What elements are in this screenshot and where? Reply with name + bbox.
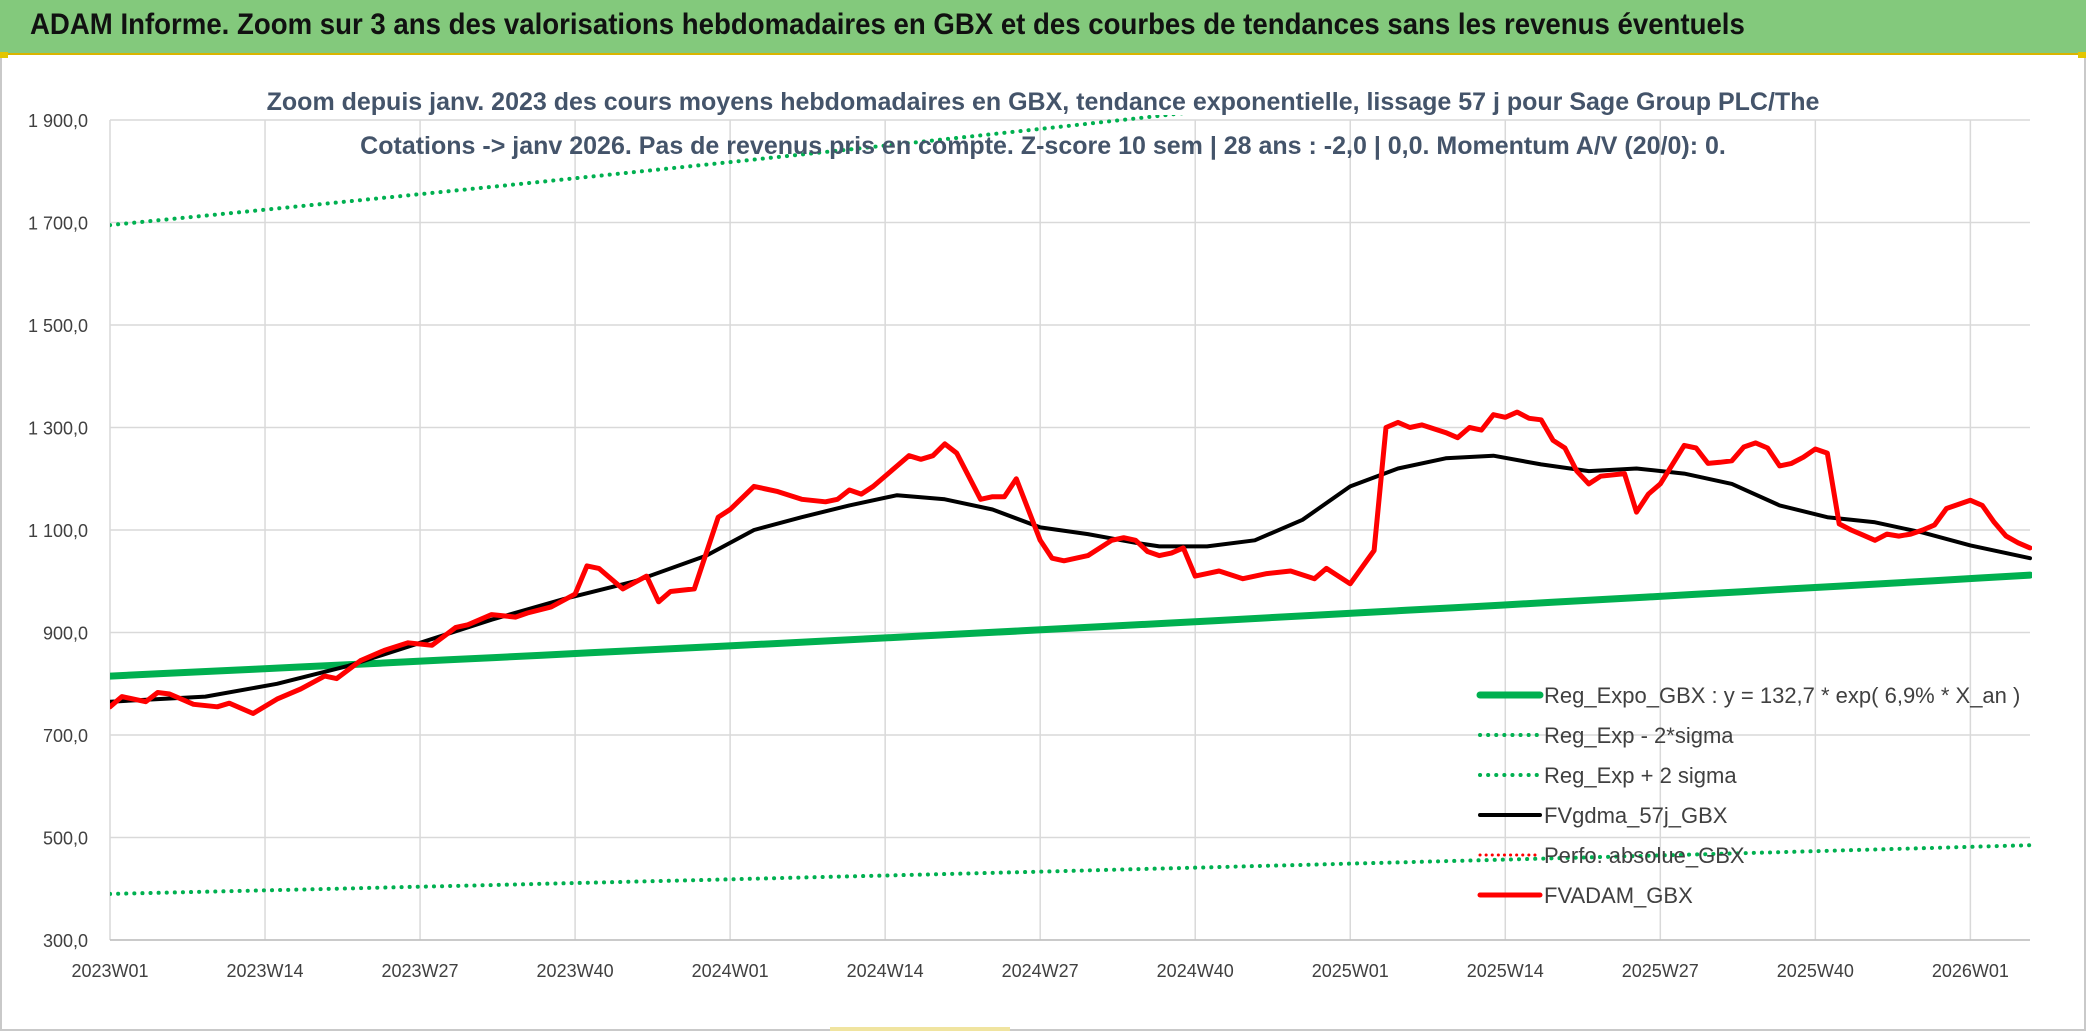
report-header: ADAM Informe. Zoom sur 3 ans des valoris… bbox=[0, 0, 2086, 55]
x-tick-label: 2024W27 bbox=[1002, 961, 1079, 981]
header-accent-left bbox=[0, 52, 8, 58]
x-tick-label: 2026W01 bbox=[1932, 961, 2009, 981]
x-tick-label: 2024W14 bbox=[847, 961, 924, 981]
y-tick-label: 1 700,0 bbox=[28, 214, 88, 234]
y-tick-label: 500,0 bbox=[43, 829, 88, 849]
report-title: ADAM Informe. Zoom sur 3 ans des valoris… bbox=[30, 8, 1745, 41]
y-tick-label: 1 500,0 bbox=[28, 316, 88, 336]
y-tick-label: 1 300,0 bbox=[28, 419, 88, 439]
x-tick-label: 2023W40 bbox=[537, 961, 614, 981]
x-tick-label: 2025W27 bbox=[1622, 961, 1699, 981]
legend-label: Reg_Expo_GBX : y = 132,7 * exp( 6,9% * X… bbox=[1544, 683, 2020, 708]
legend-label: Perfo. absolue_GBX bbox=[1544, 843, 1745, 868]
y-axis: 300,0 500,0 700,0 900,0 1 100,0 1 300,0 1 500,… bbox=[28, 111, 88, 951]
y-tick-label: 1 100,0 bbox=[28, 521, 88, 541]
series-line bbox=[110, 115, 1186, 228]
x-tick-label: 2025W14 bbox=[1467, 961, 1544, 981]
x-tick-label: 2023W14 bbox=[226, 961, 303, 981]
x-tick-label: 2025W40 bbox=[1777, 961, 1854, 981]
chart-grid bbox=[109, 119, 2030, 941]
chart-legend: Reg_Expo_GBX : y = 132,7 * exp( 6,9% * X… bbox=[1476, 683, 2020, 908]
legend-label: FVADAM_GBX bbox=[1544, 883, 1693, 908]
x-axis: 2023W01 2023W14 2023W27 2023W40 2024W01 2024W… bbox=[71, 939, 2030, 981]
legend-label: Reg_Exp - 2*sigma bbox=[1544, 723, 1734, 748]
chart-subtitle: Cotations -> janv 2026. Pas de revenus p… bbox=[360, 132, 1726, 160]
chart-series bbox=[110, 115, 2032, 896]
x-tick-label: 2024W01 bbox=[692, 961, 769, 981]
x-tick-label: 2023W01 bbox=[71, 961, 148, 981]
y-tick-label: 1 900,0 bbox=[28, 111, 88, 131]
x-tick-label: 2023W27 bbox=[382, 961, 459, 981]
y-tick-label: 700,0 bbox=[43, 726, 88, 746]
legend-label: FVgdma_57j_GBX bbox=[1544, 803, 1728, 828]
chart-title: Zoom depuis janv. 2023 des cours moyens … bbox=[267, 88, 1820, 116]
footer-accent bbox=[830, 1027, 1010, 1031]
x-tick-label: 2024W40 bbox=[1157, 961, 1234, 981]
series-line bbox=[110, 409, 2032, 716]
y-tick-label: 900,0 bbox=[43, 624, 88, 644]
series-line bbox=[110, 571, 2032, 680]
header-accent-right bbox=[2078, 52, 2086, 58]
legend-label: Reg_Exp + 2 sigma bbox=[1544, 763, 1737, 788]
x-tick-label: 2025W01 bbox=[1312, 961, 1389, 981]
y-tick-label: 300,0 bbox=[43, 931, 88, 951]
